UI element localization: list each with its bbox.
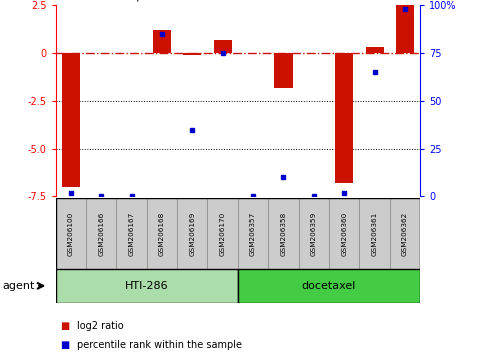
Text: GSM206361: GSM206361 xyxy=(371,212,378,256)
Bar xyxy=(177,198,208,269)
Text: percentile rank within the sample: percentile rank within the sample xyxy=(77,340,242,350)
Bar xyxy=(359,198,390,269)
Bar xyxy=(208,198,238,269)
Text: GSM206167: GSM206167 xyxy=(128,212,135,256)
Bar xyxy=(116,198,147,269)
Bar xyxy=(268,198,298,269)
Text: GSM206170: GSM206170 xyxy=(220,212,226,256)
Text: GSM206360: GSM206360 xyxy=(341,212,347,256)
Bar xyxy=(390,198,420,269)
Bar xyxy=(56,269,238,303)
Bar xyxy=(274,53,293,87)
Bar xyxy=(238,198,268,269)
Text: HTI-286: HTI-286 xyxy=(125,281,169,291)
Bar xyxy=(62,53,80,187)
Text: ■: ■ xyxy=(60,340,70,350)
Bar xyxy=(298,198,329,269)
Text: GSM206359: GSM206359 xyxy=(311,212,317,256)
Text: GDS2971 / 6.4.6.13: GDS2971 / 6.4.6.13 xyxy=(74,0,197,3)
Bar xyxy=(86,198,116,269)
Bar xyxy=(213,40,232,53)
Bar xyxy=(147,198,177,269)
Text: GSM206358: GSM206358 xyxy=(281,212,286,256)
Text: log2 ratio: log2 ratio xyxy=(77,321,124,331)
Bar xyxy=(56,198,86,269)
Text: GSM206357: GSM206357 xyxy=(250,212,256,256)
Text: GSM206100: GSM206100 xyxy=(68,212,74,256)
Bar xyxy=(183,53,201,55)
Text: GSM206169: GSM206169 xyxy=(189,212,195,256)
Text: GSM206362: GSM206362 xyxy=(402,212,408,256)
Bar xyxy=(396,5,414,53)
Text: docetaxel: docetaxel xyxy=(302,281,356,291)
Bar xyxy=(366,47,384,53)
Bar xyxy=(329,198,359,269)
Bar xyxy=(153,30,171,53)
Bar xyxy=(238,269,420,303)
Text: ■: ■ xyxy=(60,321,70,331)
Text: GSM206168: GSM206168 xyxy=(159,212,165,256)
Text: agent: agent xyxy=(2,281,35,291)
Bar xyxy=(335,53,354,183)
Text: GSM206166: GSM206166 xyxy=(98,212,104,256)
